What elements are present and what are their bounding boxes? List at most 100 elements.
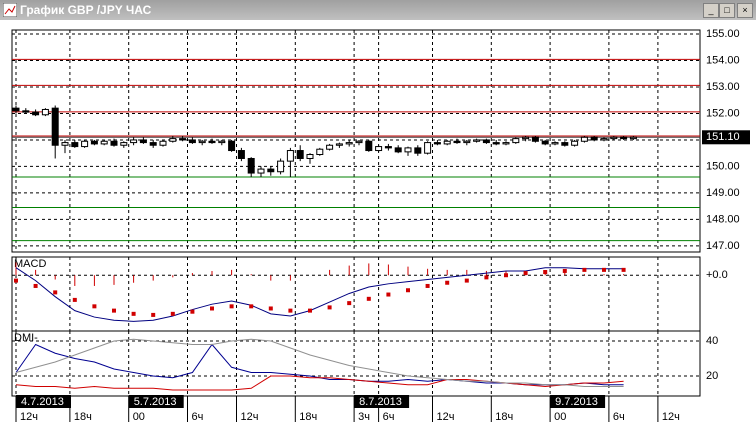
signal-dot	[582, 267, 587, 272]
candle-body	[188, 139, 196, 144]
candle-body	[120, 142, 128, 146]
signal-dot	[386, 292, 391, 297]
x-tick-label: 6ч	[383, 411, 395, 423]
candle-body	[159, 140, 167, 146]
candle-body	[306, 154, 314, 159]
candle-body	[277, 160, 285, 173]
candle-body	[32, 111, 40, 116]
macd-line	[15, 267, 624, 322]
candle-body	[541, 140, 549, 145]
signal-dot	[131, 311, 136, 316]
candle-body	[41, 108, 49, 116]
candle-body	[12, 107, 20, 112]
candle-body	[571, 140, 579, 146]
x-tick-label: 12ч	[662, 411, 680, 423]
signal-dot	[327, 305, 332, 310]
signal-dot	[484, 275, 489, 280]
candle-body	[502, 142, 510, 145]
candle-body	[61, 142, 69, 146]
chart-background	[0, 20, 756, 431]
y-tick-label: 20	[706, 370, 718, 382]
y-tick-label: 150.00	[706, 160, 740, 172]
signal-dot	[602, 267, 606, 272]
candle-body	[286, 150, 294, 162]
candle-body	[247, 157, 255, 174]
x-tick-label: 6ч	[192, 411, 204, 423]
y-tick-label: 149.00	[706, 187, 740, 199]
signal-dot	[229, 304, 234, 309]
signal-dot	[33, 283, 38, 288]
signal-dot	[210, 306, 214, 311]
candle-body	[81, 140, 89, 148]
signal-dot	[543, 270, 548, 275]
candle-body	[296, 150, 304, 159]
signal-dot	[112, 308, 116, 313]
panel-title: MACD	[14, 258, 46, 270]
date-box	[16, 395, 71, 408]
signal-dot	[523, 271, 528, 276]
maximize-button[interactable]: □	[719, 3, 735, 18]
dmi-line	[15, 338, 624, 388]
x-tick-label: 18ч	[495, 411, 513, 423]
signal-dot	[92, 304, 97, 309]
y-tick-label: 40	[706, 335, 718, 347]
candle-body	[71, 142, 79, 148]
chart: 155.00154.00153.00152.00151.00150.00149.…	[0, 20, 756, 431]
candle-body	[463, 140, 471, 144]
candle-body	[316, 148, 324, 156]
candle-body	[551, 142, 559, 145]
candle-body	[443, 140, 451, 145]
x-tick-label: 12ч	[20, 411, 38, 423]
candle-body	[433, 142, 441, 145]
y-tick-label: 155.00	[706, 28, 740, 40]
date-label: 9.7.2013	[555, 396, 598, 408]
signal-dot	[170, 311, 175, 316]
date-box	[128, 395, 184, 408]
date-label: 8.7.2013	[359, 396, 402, 408]
last-price-label: 151.10	[706, 131, 740, 143]
candle-body	[179, 138, 187, 141]
x-tick-label: 18ч	[74, 411, 92, 423]
signal-dot	[504, 273, 508, 278]
y-tick-label: 153.00	[706, 81, 740, 93]
signal-dot	[53, 290, 58, 295]
candle-body	[414, 147, 422, 154]
signal-dot	[464, 278, 469, 283]
candle-body	[345, 142, 353, 145]
x-tick-label: 00	[133, 411, 145, 423]
candle-body	[130, 139, 138, 144]
candle-body	[237, 150, 245, 159]
signal-dot	[249, 304, 254, 309]
x-tick-label: 00	[554, 411, 566, 423]
signal-dot	[347, 301, 352, 306]
candle-body	[149, 142, 157, 146]
candle-body	[522, 136, 530, 140]
close-button[interactable]: ×	[737, 3, 753, 18]
candle-body	[22, 110, 30, 113]
candle-body	[326, 144, 334, 150]
candle-body	[600, 138, 608, 141]
panel-frame	[11, 29, 701, 253]
candle-body	[51, 107, 59, 146]
candle-body	[531, 136, 539, 142]
candle-body	[228, 140, 236, 152]
candle-body	[512, 138, 520, 144]
minimize-button[interactable]: _	[703, 3, 719, 18]
y-tick-label: 147.00	[706, 240, 740, 252]
candle-body	[218, 140, 226, 144]
window-title: График GBP /JPY ЧАС	[20, 3, 152, 17]
candle-body	[100, 140, 108, 145]
candle-body	[267, 168, 275, 173]
candle-body	[610, 136, 618, 140]
candle-body	[482, 139, 490, 144]
candle-body	[629, 136, 637, 140]
x-tick-label: 12ч	[437, 411, 455, 423]
candle-body	[492, 142, 500, 145]
last-price-box	[702, 130, 750, 145]
signal-dot	[621, 267, 626, 272]
candle-body	[394, 147, 402, 153]
app-icon	[3, 3, 17, 17]
candle-body	[335, 143, 343, 146]
date-box	[354, 395, 410, 408]
